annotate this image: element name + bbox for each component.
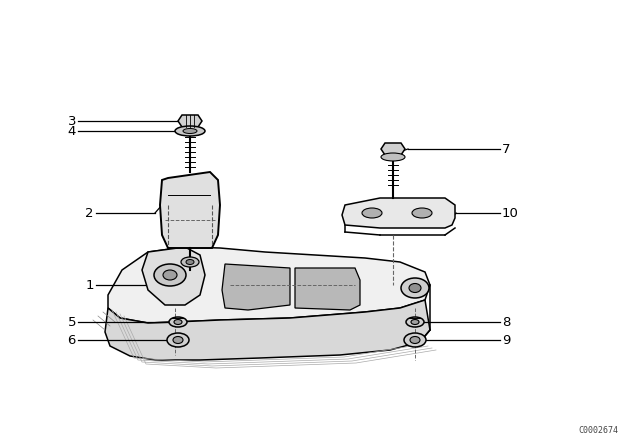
Text: 9: 9 xyxy=(502,333,510,346)
Text: 8: 8 xyxy=(502,315,510,328)
Text: 2: 2 xyxy=(86,207,94,220)
Polygon shape xyxy=(295,268,360,310)
Ellipse shape xyxy=(175,126,205,136)
Ellipse shape xyxy=(183,129,197,134)
Polygon shape xyxy=(381,143,405,155)
Text: 3: 3 xyxy=(67,115,76,128)
Polygon shape xyxy=(160,172,220,248)
Ellipse shape xyxy=(167,333,189,347)
Ellipse shape xyxy=(181,257,199,267)
Text: C0002674: C0002674 xyxy=(578,426,618,435)
Ellipse shape xyxy=(409,284,421,293)
Ellipse shape xyxy=(163,270,177,280)
Ellipse shape xyxy=(406,317,424,327)
Ellipse shape xyxy=(169,317,187,327)
Ellipse shape xyxy=(411,319,419,324)
Ellipse shape xyxy=(401,278,429,298)
Ellipse shape xyxy=(173,336,183,344)
Polygon shape xyxy=(342,198,455,228)
Ellipse shape xyxy=(154,264,186,286)
Ellipse shape xyxy=(174,319,182,324)
Polygon shape xyxy=(108,247,430,323)
Text: 6: 6 xyxy=(68,333,76,346)
Ellipse shape xyxy=(410,336,420,344)
Ellipse shape xyxy=(412,208,432,218)
Polygon shape xyxy=(222,264,290,310)
Ellipse shape xyxy=(381,153,405,161)
Ellipse shape xyxy=(404,333,426,347)
Text: 10: 10 xyxy=(502,207,519,220)
Polygon shape xyxy=(105,300,430,360)
Text: 4: 4 xyxy=(68,125,76,138)
Ellipse shape xyxy=(186,259,194,264)
Ellipse shape xyxy=(362,208,382,218)
Polygon shape xyxy=(178,115,202,127)
Text: 5: 5 xyxy=(67,315,76,328)
Polygon shape xyxy=(142,247,205,305)
Text: 1: 1 xyxy=(86,279,94,292)
Text: 7: 7 xyxy=(502,142,511,155)
